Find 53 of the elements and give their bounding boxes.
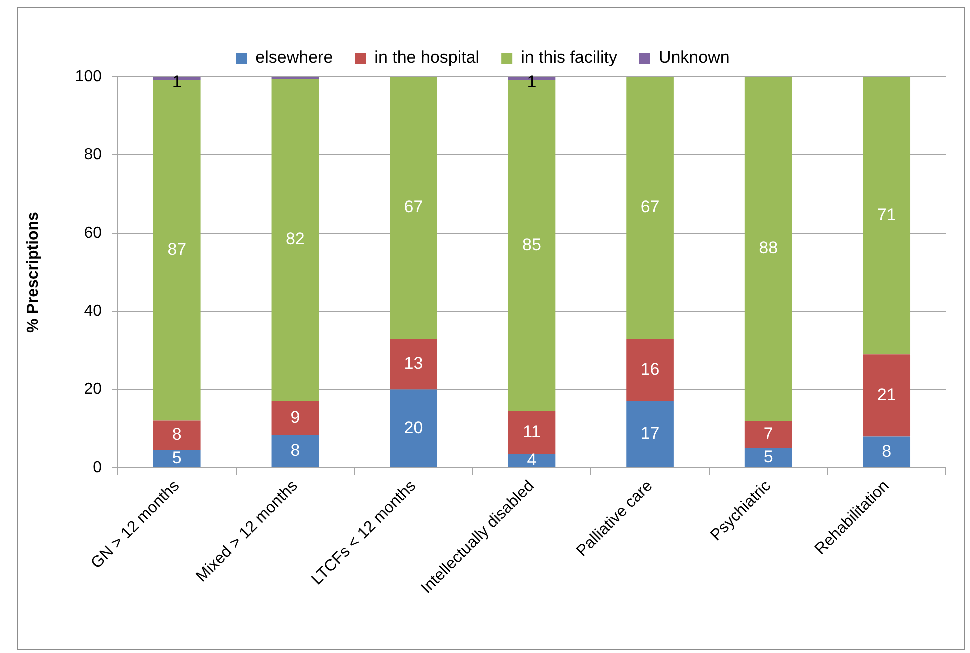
- legend-label: in the hospital: [374, 48, 480, 68]
- data-label: 8: [172, 425, 182, 444]
- bar: [508, 411, 556, 454]
- legend-label: in this facility: [521, 48, 618, 68]
- bar: [508, 454, 556, 468]
- y-axis-title: % Prescriptions: [25, 212, 42, 333]
- data-label: 8: [882, 442, 892, 461]
- y-tick-label: 60: [84, 224, 102, 242]
- bar: [863, 436, 911, 468]
- data-label: 20: [404, 418, 424, 438]
- y-tick-label: 100: [75, 68, 102, 86]
- data-label: 7: [764, 424, 774, 444]
- data-label: 17: [640, 424, 660, 444]
- y-tick-label: 80: [84, 146, 102, 164]
- y-tick-label: 20: [84, 381, 102, 398]
- bar: [390, 390, 438, 468]
- data-label: 82: [286, 230, 305, 249]
- data-label: 85: [522, 235, 542, 254]
- data-label: 71: [877, 205, 896, 224]
- y-tick-label: 40: [84, 303, 102, 320]
- data-label: 87: [168, 240, 187, 260]
- data-label: 4: [527, 450, 537, 470]
- data-label: 67: [404, 198, 424, 217]
- bar: [744, 448, 792, 468]
- bar: [390, 338, 438, 390]
- data-label: 1: [172, 72, 182, 92]
- data-label: 8: [290, 441, 300, 460]
- legend-label: Unknown: [658, 48, 730, 68]
- bar: [626, 402, 674, 468]
- data-label: 1: [527, 72, 537, 92]
- y-tick-label: 0: [93, 459, 102, 476]
- bar: [153, 420, 201, 450]
- data-label: 9: [290, 408, 300, 428]
- bar: [863, 354, 911, 437]
- data-label: 67: [640, 198, 660, 217]
- data-label: 5: [764, 448, 774, 467]
- bar: [272, 401, 320, 436]
- bar: [626, 338, 674, 402]
- data-label: 13: [404, 354, 424, 374]
- data-label: 88: [759, 238, 778, 258]
- data-label: 11: [523, 422, 541, 442]
- bar: [390, 77, 438, 339]
- bar: [863, 77, 911, 355]
- legend-label: elsewhere: [256, 48, 334, 68]
- data-label: 5: [172, 448, 182, 468]
- bar: [153, 450, 201, 468]
- bar: [272, 436, 320, 468]
- data-label: 16: [640, 360, 660, 379]
- bar: [744, 421, 792, 448]
- bar: [272, 78, 320, 402]
- data-label: 21: [877, 385, 896, 404]
- bar: [744, 77, 792, 422]
- bar: [626, 77, 674, 339]
